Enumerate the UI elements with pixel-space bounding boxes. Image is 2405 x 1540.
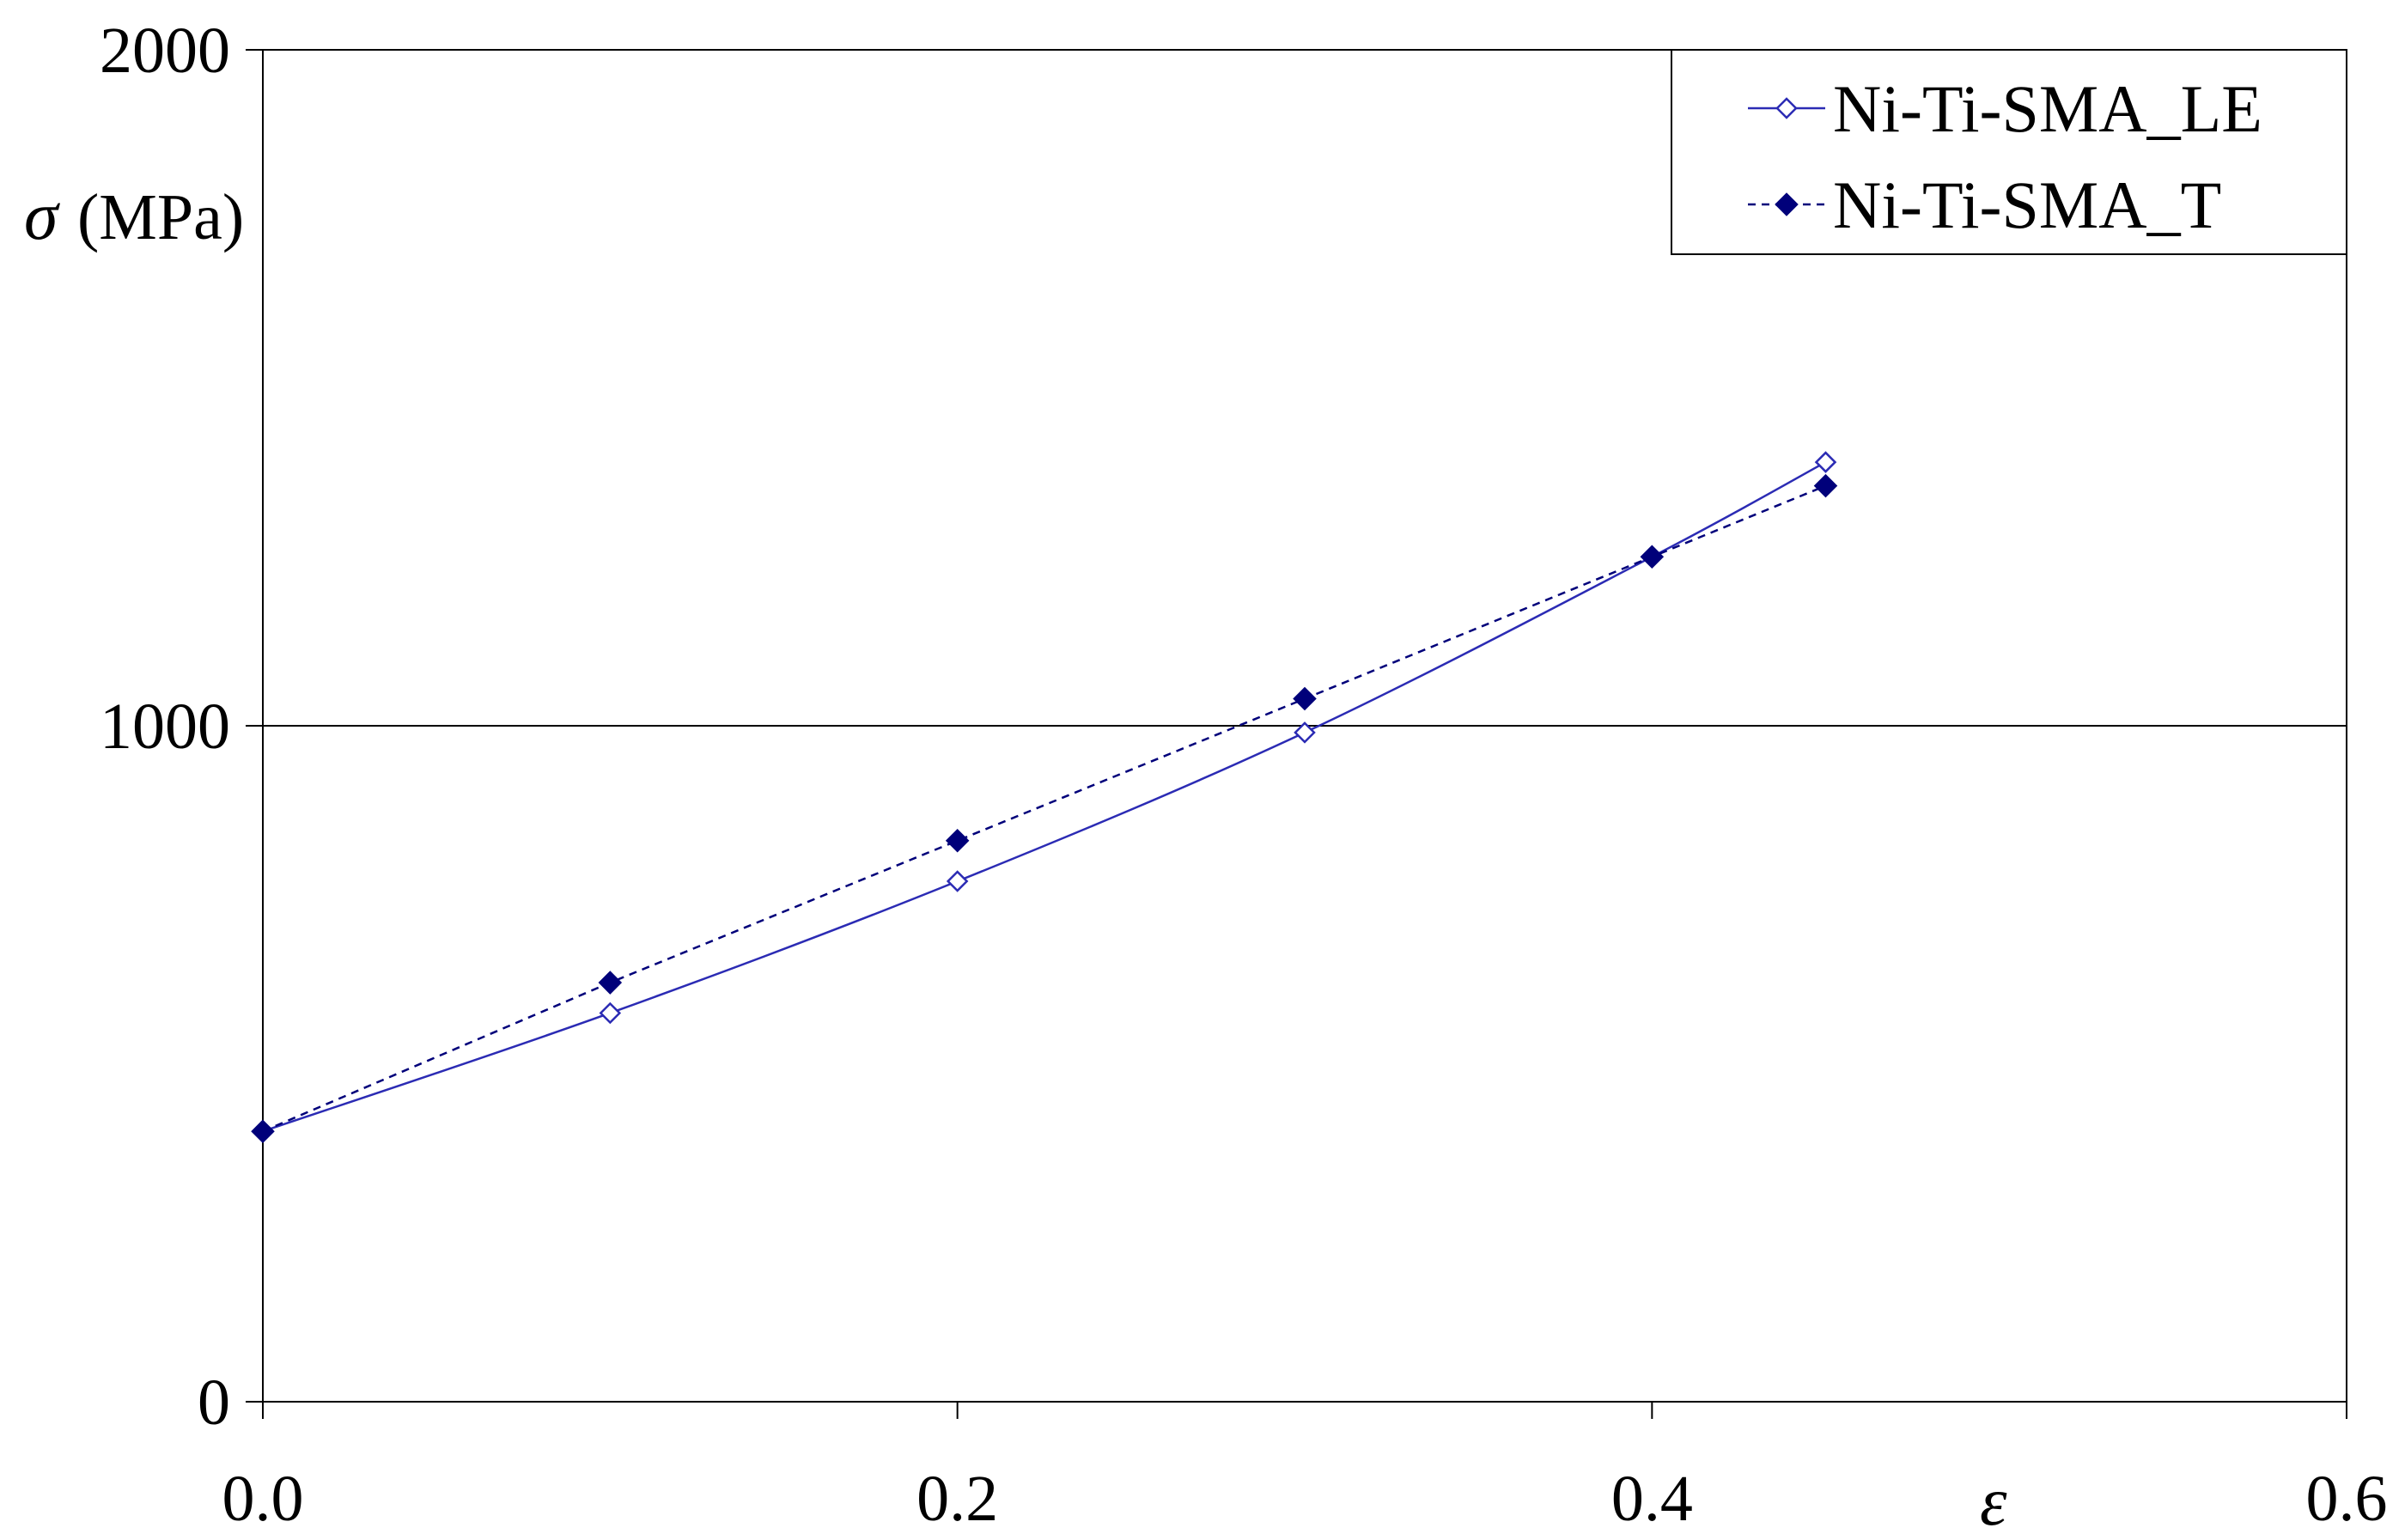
series-layer bbox=[251, 451, 1838, 1143]
data-point bbox=[1294, 721, 1316, 744]
x-tick-label: 0.4 bbox=[1611, 1463, 1693, 1535]
legend-label: Ni-Ti-SMA_LE bbox=[1833, 71, 2262, 146]
x-axis-symbol: ε bbox=[1980, 1464, 2007, 1540]
x-tick-label: 0.6 bbox=[2306, 1463, 2388, 1535]
legend-label: Ni-Ti-SMA_T bbox=[1833, 167, 2221, 242]
y-tick-label: 0 bbox=[198, 1367, 230, 1439]
legend-box bbox=[1671, 49, 2347, 255]
x-tick-label: 0.0 bbox=[222, 1463, 304, 1535]
legend-marker bbox=[1775, 97, 1798, 119]
series-Ni-Ti-SMA_T bbox=[251, 473, 1838, 1143]
legend-marker bbox=[1775, 192, 1799, 216]
y-axis-unit: (MPa) bbox=[77, 181, 244, 253]
data-point bbox=[1813, 473, 1838, 498]
data-point bbox=[1293, 686, 1317, 711]
legend: Ni-Ti-SMA_LE Ni-Ti-SMA_T bbox=[1671, 49, 2347, 255]
data-point bbox=[1814, 451, 1837, 473]
series-Ni-Ti-SMA_LE bbox=[252, 451, 1837, 1142]
y-axis-symbol: σ bbox=[24, 179, 60, 254]
y-tick-label: 1000 bbox=[100, 691, 230, 763]
data-point bbox=[946, 870, 969, 892]
data-point bbox=[945, 829, 970, 853]
series-line bbox=[262, 484, 1826, 1133]
tick-labels: 0 1000 2000 0.0 0.2 0.4 0.6 bbox=[100, 15, 2388, 1535]
axes bbox=[246, 49, 2347, 1419]
data-point bbox=[251, 1119, 275, 1143]
data-point bbox=[1640, 545, 1665, 569]
y-tick-label: 2000 bbox=[100, 15, 230, 87]
data-point bbox=[598, 971, 623, 995]
x-tick-label: 0.2 bbox=[916, 1463, 998, 1535]
data-point bbox=[599, 1001, 622, 1025]
